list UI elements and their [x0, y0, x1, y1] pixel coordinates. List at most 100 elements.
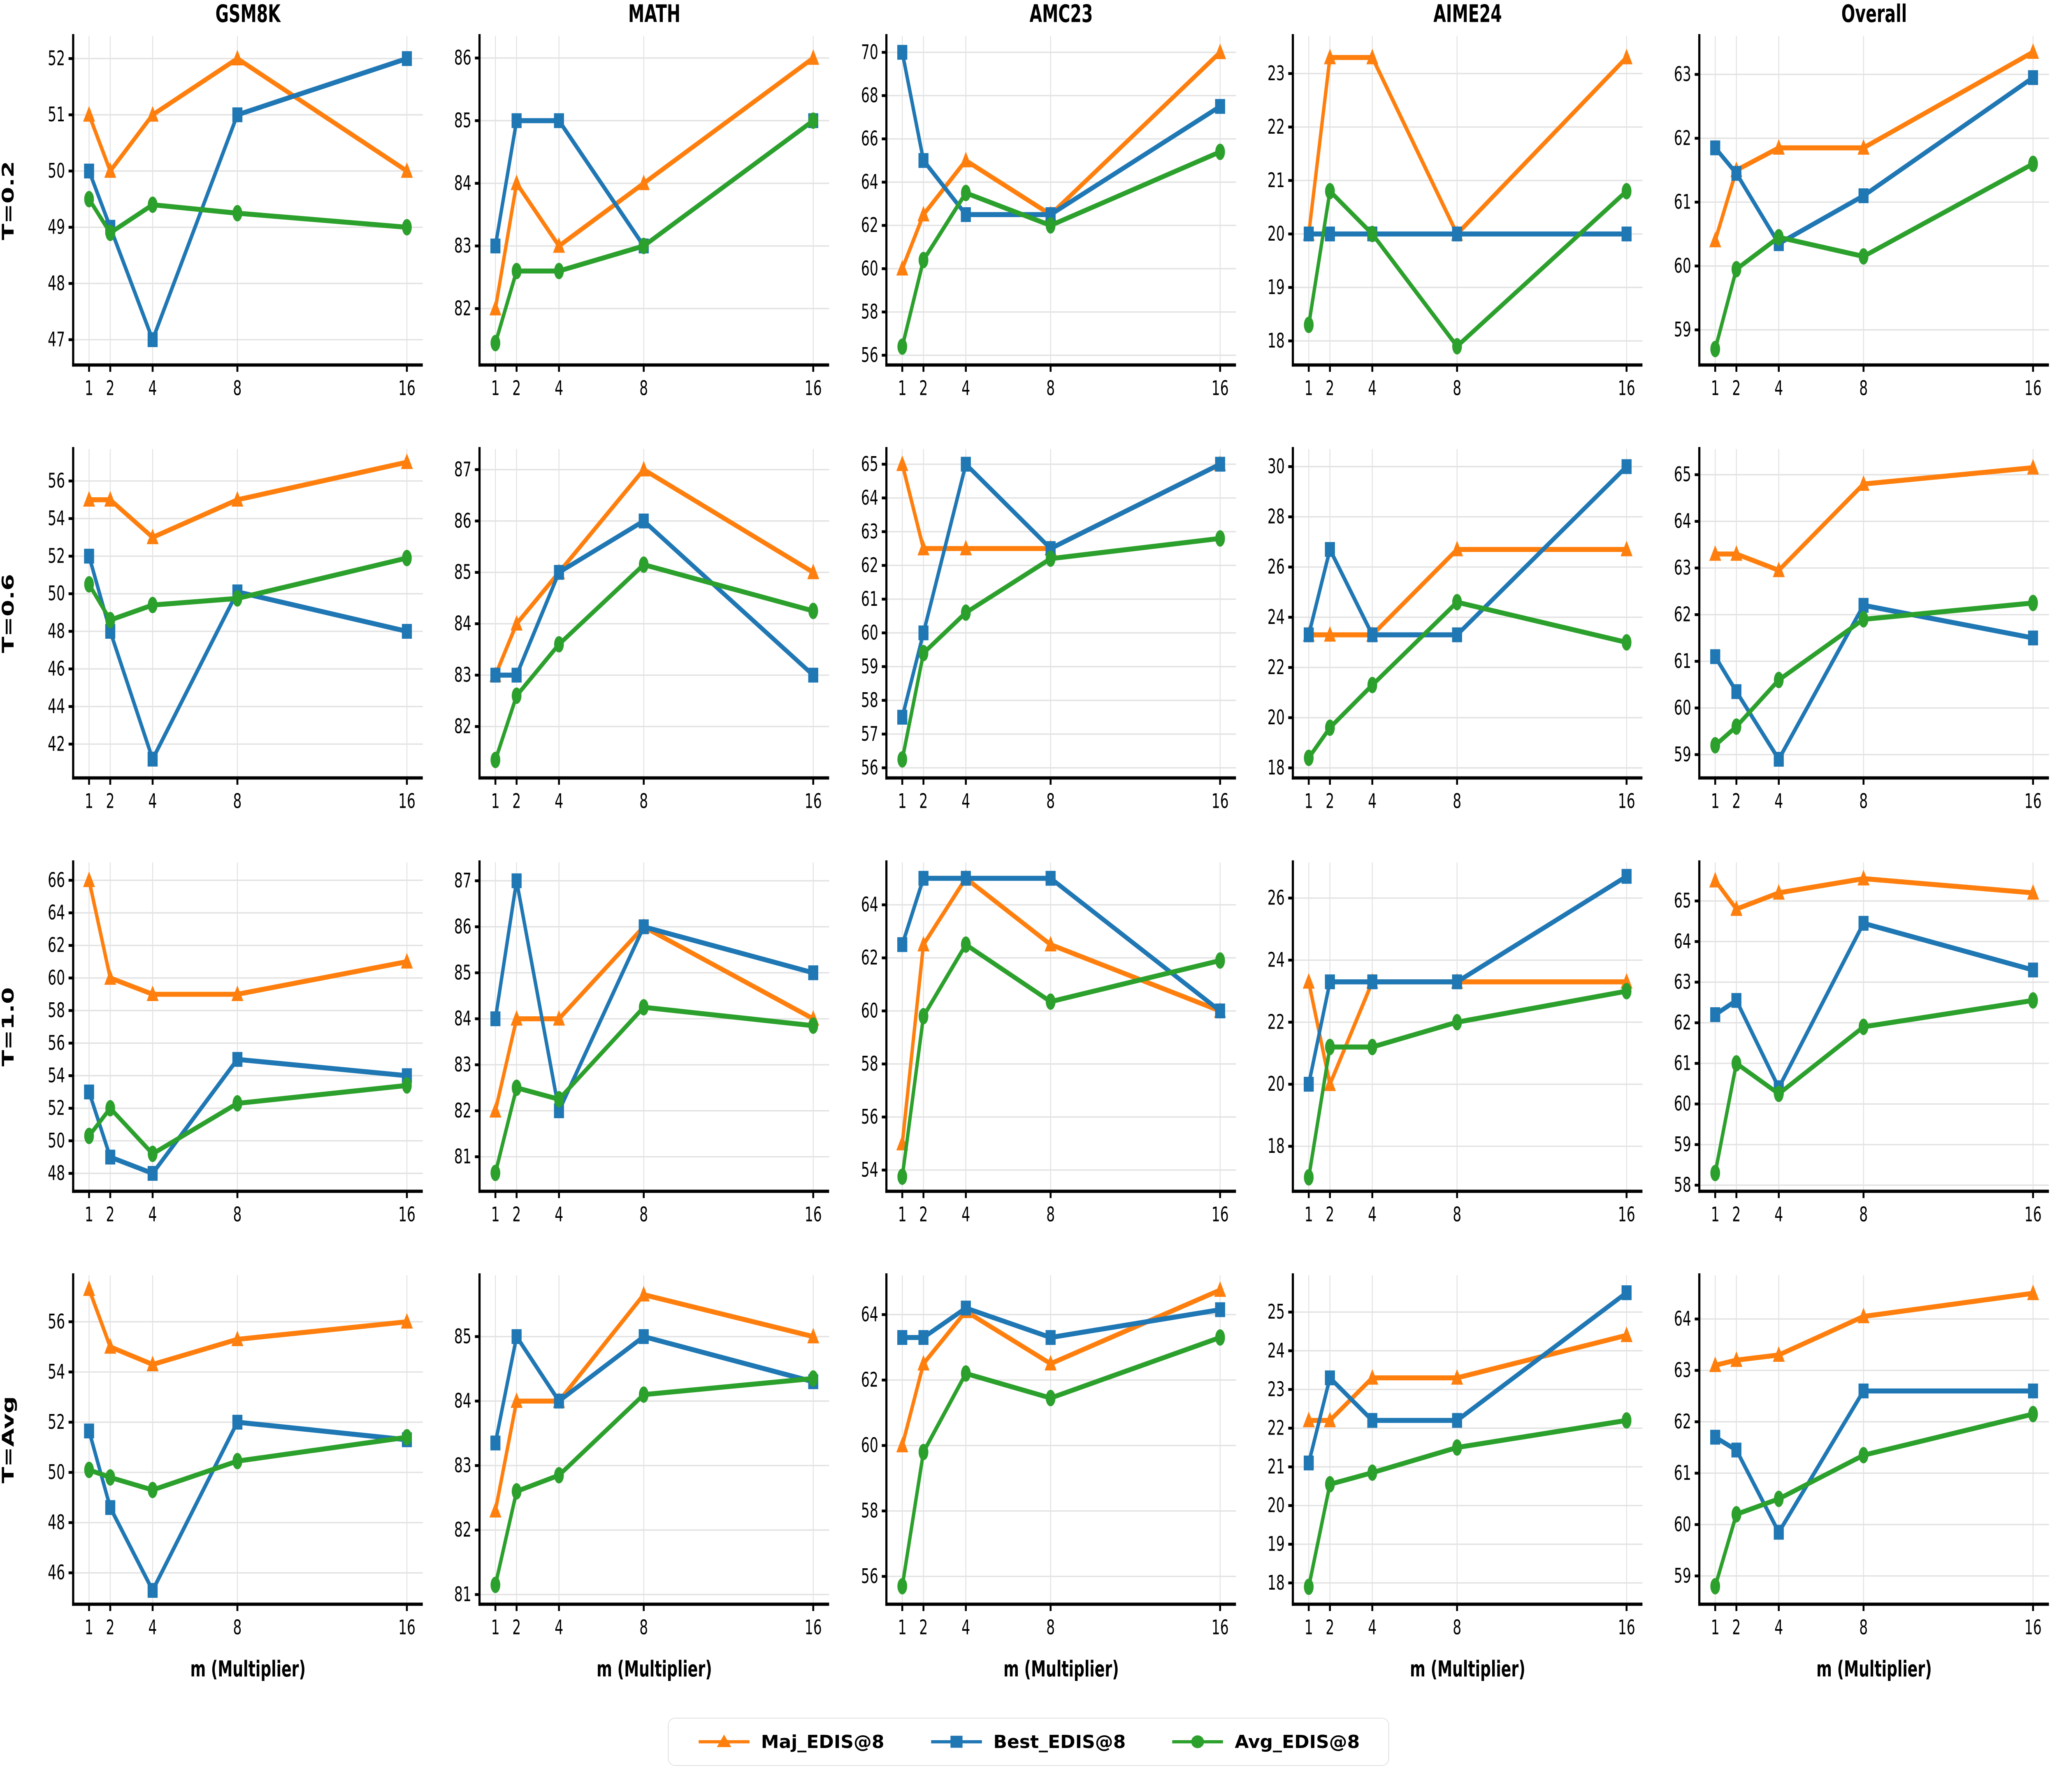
legend-box: Maj_EDIS@8 Best_EDIS@8 Avg_EDIS@8 [668, 1718, 1389, 1766]
subplot-T=Avg-Overall: 59 60 61 62 63 64 1 2 4 8 16 m (Multiplier) [1650, 1239, 2057, 1701]
series-Avg_EDIS@8 [1710, 155, 2038, 357]
svg-text:22: 22 [1268, 115, 1285, 138]
svg-text:16: 16 [2024, 376, 2042, 400]
svg-text:4: 4 [1368, 1203, 1377, 1226]
subplot-T=0.2-GSM8K: 47 48 49 50 51 52 1 2 4 8 16 GSM8K T=0.2 [0, 0, 431, 413]
svg-text:26: 26 [1268, 886, 1285, 909]
axes [1698, 34, 2049, 367]
svg-text:2: 2 [919, 1203, 928, 1226]
svg-text:19: 19 [1268, 1532, 1285, 1556]
legend-label-maj: Maj_EDIS@8 [761, 1731, 885, 1753]
svg-text:2: 2 [1326, 376, 1334, 400]
svg-text:4: 4 [961, 789, 970, 813]
svg-text:62: 62 [861, 554, 878, 577]
svg-text:64: 64 [861, 893, 878, 916]
svg-text:8: 8 [1453, 1203, 1461, 1226]
legend-item-avg: Avg_EDIS@8 [1171, 1727, 1360, 1756]
svg-text:82: 82 [454, 1099, 471, 1122]
col-title-AIME24: AIME24 [1433, 0, 1502, 28]
series-Best_EDIS@8 [490, 514, 819, 683]
svg-text:59: 59 [1674, 318, 1691, 341]
col-title-MATH: MATH [628, 0, 680, 28]
svg-text:2: 2 [513, 1203, 521, 1226]
svg-text:2: 2 [1326, 1203, 1334, 1226]
tick-labels: 59 60 61 62 63 64 1 2 4 8 16 [1674, 1307, 2042, 1639]
svg-text:84: 84 [454, 1006, 471, 1030]
plot-T=0.2-Overall: 59 60 61 62 63 1 2 4 8 16 Overall [1650, 0, 2057, 413]
tick-labels: 59 60 61 62 63 64 65 1 2 4 8 16 [1674, 463, 2042, 813]
xlabel-MATH: m (Multiplier) [597, 1656, 713, 1682]
svg-text:20: 20 [1268, 1072, 1285, 1095]
svg-text:84: 84 [454, 171, 471, 195]
axes [885, 447, 1236, 780]
svg-text:56: 56 [861, 343, 878, 366]
svg-text:64: 64 [1674, 509, 1691, 533]
col-title-Overall: Overall [1841, 0, 1907, 28]
svg-text:52: 52 [48, 46, 65, 70]
svg-text:61: 61 [1674, 1461, 1691, 1485]
svg-text:58: 58 [861, 689, 878, 712]
series-Avg_EDIS@8 [1710, 1406, 2038, 1595]
gridlines [479, 36, 829, 365]
xlabel-Overall: m (Multiplier) [1816, 1656, 1932, 1682]
svg-text:48: 48 [48, 271, 65, 295]
svg-text:16: 16 [398, 1203, 416, 1226]
subplot-T=1.0-Overall: 58 59 60 61 62 63 64 65 1 2 4 8 16 [1650, 826, 2057, 1240]
subplot-T=Avg-MATH: 81 82 83 84 85 1 2 4 8 16 m (Multiplier) [431, 1239, 838, 1701]
subplot-T=0.2-Overall: 59 60 61 62 63 1 2 4 8 16 Overall [1650, 0, 2057, 413]
svg-text:18: 18 [1268, 329, 1285, 352]
svg-text:8: 8 [640, 1616, 648, 1639]
svg-text:83: 83 [454, 1052, 471, 1076]
axes [72, 447, 423, 780]
svg-text:25: 25 [1268, 1300, 1285, 1324]
xlabel-AIME24: m (Multiplier) [1410, 1656, 1525, 1682]
svg-text:8: 8 [233, 1616, 242, 1639]
svg-text:60: 60 [1674, 1512, 1691, 1536]
svg-text:46: 46 [48, 657, 65, 680]
series-Avg_EDIS@8 [84, 1429, 412, 1498]
svg-text:8: 8 [233, 789, 242, 813]
subplot-T=0.2-AMC23: 56 58 60 62 64 66 68 70 1 2 4 8 16 AMC23 [837, 0, 1244, 413]
svg-text:1: 1 [491, 1203, 500, 1226]
svg-text:16: 16 [398, 1616, 416, 1639]
best-square-icon [931, 1736, 982, 1748]
svg-text:8: 8 [1859, 789, 1868, 813]
svg-text:48: 48 [48, 1161, 65, 1185]
svg-text:58: 58 [861, 1052, 878, 1075]
svg-text:64: 64 [48, 901, 65, 924]
svg-text:19: 19 [1268, 275, 1285, 299]
svg-text:1: 1 [85, 789, 93, 813]
tick-labels: 56 58 60 62 64 66 68 70 1 2 4 8 16 [861, 40, 1228, 400]
series-Avg_EDIS@8 [490, 112, 819, 352]
svg-text:62: 62 [1674, 1011, 1691, 1034]
plot-T=0.2-MATH: 82 83 84 85 86 1 2 4 8 16 MATH [431, 0, 838, 413]
plot-T=0.6-MATH: 82 83 84 85 86 87 1 2 4 8 16 [431, 413, 838, 826]
svg-text:4: 4 [1368, 376, 1377, 400]
svg-text:83: 83 [454, 663, 471, 686]
svg-text:56: 56 [861, 1105, 878, 1128]
svg-text:54: 54 [48, 507, 65, 530]
svg-text:8: 8 [1453, 376, 1461, 400]
svg-text:66: 66 [861, 127, 878, 150]
axes [1698, 860, 2049, 1193]
svg-text:16: 16 [2024, 789, 2042, 813]
svg-text:60: 60 [1674, 696, 1691, 719]
svg-text:16: 16 [1618, 376, 1635, 400]
svg-text:1: 1 [898, 789, 906, 813]
svg-text:82: 82 [454, 297, 471, 320]
xlabel-AMC23: m (Multiplier) [1003, 1656, 1119, 1682]
svg-text:8: 8 [233, 376, 242, 400]
svg-text:8: 8 [1859, 1616, 1868, 1639]
svg-text:1: 1 [1711, 1203, 1720, 1226]
svg-text:64: 64 [861, 170, 878, 193]
series-Best_EDIS@8 [897, 457, 1225, 725]
col-title-GSM8K: GSM8K [216, 0, 281, 28]
svg-text:56: 56 [48, 1031, 65, 1054]
svg-text:60: 60 [861, 621, 878, 644]
